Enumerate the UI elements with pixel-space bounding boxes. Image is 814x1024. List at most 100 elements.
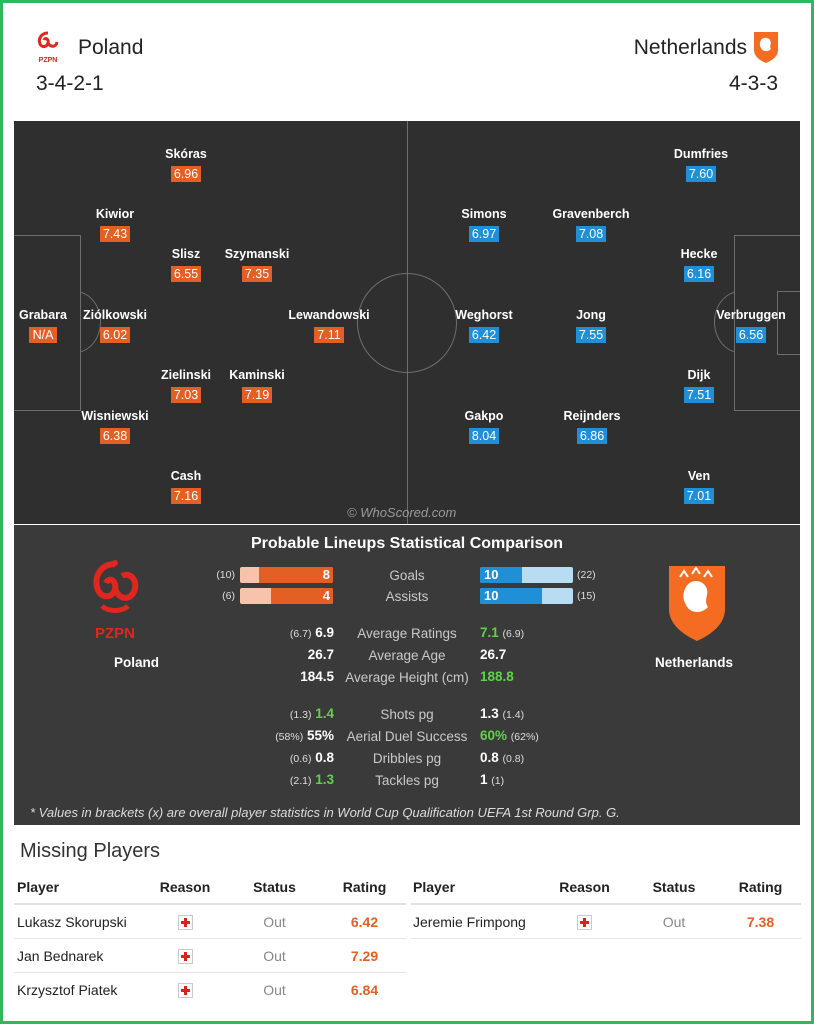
home-player[interactable]: Wisniewski 6.38 [81, 409, 149, 444]
away-assists-bar: 10 [480, 588, 573, 604]
away-player[interactable]: Hecke 6.16 [680, 247, 718, 282]
footnote: * Values in brackets (x) are overall pla… [30, 805, 620, 820]
player-name[interactable]: Jan Bednarek [14, 938, 144, 973]
stat-label: Average Ratings [357, 626, 457, 641]
table-row: Jeremie Frimpong Out 7.38 [411, 904, 801, 939]
home-formation: 3-4-2-1 [36, 72, 104, 95]
status-header: Status [226, 871, 323, 905]
table-row: Lukasz Skorupski Out 6.42 [14, 904, 406, 939]
home-stat-value: 184.5 [300, 669, 334, 684]
home-player[interactable]: Zielinski 7.03 [160, 368, 212, 403]
player-name[interactable]: Lukasz Skorupski [14, 904, 144, 939]
stat-label: Dribbles pg [372, 751, 442, 766]
away-player[interactable]: Simons 6.97 [461, 207, 507, 242]
away-player[interactable]: Weghorst 6.42 [455, 308, 513, 343]
knvb-lion-crest-icon [754, 32, 778, 63]
away-player[interactable]: Reijnders 6.86 [563, 409, 621, 444]
injury-icon [577, 914, 592, 930]
away-player[interactable]: Gakpo 8.04 [464, 409, 504, 444]
home-player[interactable]: Ziólkowski 6.02 [83, 308, 147, 343]
home-stat-value: (6.7) 6.9 [289, 625, 334, 640]
player-name[interactable]: Jeremie Frimpong [411, 904, 541, 939]
watermark: © WhoScored.com [347, 505, 457, 520]
rating-header: Rating [720, 871, 801, 905]
away-player[interactable]: Dijk 7.51 [654, 368, 744, 404]
home-stat-value: 26.7 [307, 647, 334, 662]
home-player[interactable]: Kaminski 7.19 [229, 368, 285, 403]
player-rating: 7.29 [323, 938, 406, 973]
stat-label: Average Age [368, 648, 446, 663]
player-name[interactable]: Krzysztof Piatek [17, 981, 118, 998]
home-player[interactable]: Grabara N/A [19, 308, 67, 343]
injury-icon [177, 982, 193, 998]
reason-header: Reason [144, 871, 226, 905]
player-header: Player [14, 871, 144, 905]
injury-icon [177, 914, 193, 930]
away-goals-overall: (22) [577, 569, 596, 581]
away-stat-value: 1.3 (1.4) [480, 706, 525, 721]
home-goals-overall: (10) [216, 569, 235, 581]
away-stat-value: 1 (1) [480, 772, 505, 787]
home-goals-bar: 8 [240, 567, 333, 583]
missing-players-title: Missing Players [20, 840, 161, 862]
away-six-yard-box [777, 291, 800, 355]
home-assists-bar: 4 [240, 588, 333, 604]
away-stat-value: 188.8 [480, 669, 514, 684]
away-team-label: Netherlands [655, 655, 734, 670]
home-assists-fill [270, 588, 333, 604]
lineup-pitch: Skóras 6.96 Kiwior 7.43 Slisz 6.55 Szymansk… [14, 121, 800, 524]
away-assists-overall: (15) [577, 590, 596, 602]
stat-label: Aerial Duel Success [346, 729, 468, 744]
home-stat-value: (1.3) 1.4 [289, 706, 334, 721]
away-player[interactable]: Gravenberch 7.08 [552, 207, 630, 242]
away-player[interactable]: Ven 7.01 [654, 469, 744, 505]
away-stat-value: 7.1 (6.9) [480, 625, 525, 640]
away-goals-bar: 10 [480, 567, 573, 583]
home-team-name[interactable]: Poland [78, 36, 144, 59]
assists-label: Assists [385, 589, 429, 604]
goals-label: Goals [389, 568, 425, 583]
away-goals-fill [480, 567, 522, 583]
home-player[interactable]: Slisz 6.55 [170, 247, 202, 282]
pzpn-crest-label: PZPN [95, 625, 135, 642]
away-player[interactable]: Dumfries 7.60 [673, 147, 729, 182]
home-team-label: Poland [114, 655, 160, 670]
away-stat-value: 60% (62%) [480, 728, 539, 743]
comparison-title: Probable Lineups Statistical Comparison [250, 535, 564, 552]
stat-label: Tackles pg [375, 773, 439, 788]
home-player[interactable]: Cash 7.16 [170, 469, 202, 504]
rating-header: Rating [323, 871, 406, 905]
lineup-comparison-panel: Probable Lineups Statistical Comparison … [14, 525, 800, 825]
home-stat-value: (0.6) 0.8 [289, 750, 334, 765]
away-assists-fill [480, 588, 543, 604]
svg-text:PZPN: PZPN [39, 57, 58, 64]
away-stat-value: 26.7 [480, 647, 507, 662]
status-text: Out [226, 938, 323, 973]
away-team-name[interactable]: Netherlands [633, 36, 747, 59]
home-player[interactable]: Lewandowski 7.11 [288, 308, 370, 343]
home-stat-value: (2.1) 1.3 [289, 772, 334, 787]
status-text: Out [263, 981, 286, 998]
player-rating: 7.38 [720, 904, 801, 939]
stat-label: Average Height (cm) [345, 670, 469, 685]
injury-icon [177, 948, 193, 964]
home-player[interactable]: Szymanski 7.35 [224, 247, 290, 282]
home-goals-fill [258, 567, 333, 583]
away-formation: 4-3-3 [728, 72, 778, 95]
reason-header: Reason [541, 871, 628, 905]
status-text: Out [628, 904, 720, 939]
player-rating: 6.84 [350, 981, 379, 998]
home-player[interactable]: Skóras 6.96 [165, 147, 207, 182]
center-circle [357, 273, 457, 373]
away-player[interactable]: Verbruggen 6.56 [716, 308, 786, 343]
home-assists-overall: (6) [222, 590, 235, 602]
knvb-lion-crest-icon [669, 566, 725, 641]
away-player[interactable]: Jong 7.55 [575, 308, 607, 343]
away-stat-value: 0.8 (0.8) [480, 750, 525, 765]
pzpn-crest-icon: PZPN [37, 31, 59, 64]
home-player[interactable]: Kiwior 7.43 [95, 207, 135, 242]
home-missing-table: Player Reason Status Rating Lukasz Skoru… [14, 871, 406, 1006]
status-header: Status [628, 871, 720, 905]
table-row: Krzysztof Piatek Out 6.84 [14, 973, 406, 1007]
